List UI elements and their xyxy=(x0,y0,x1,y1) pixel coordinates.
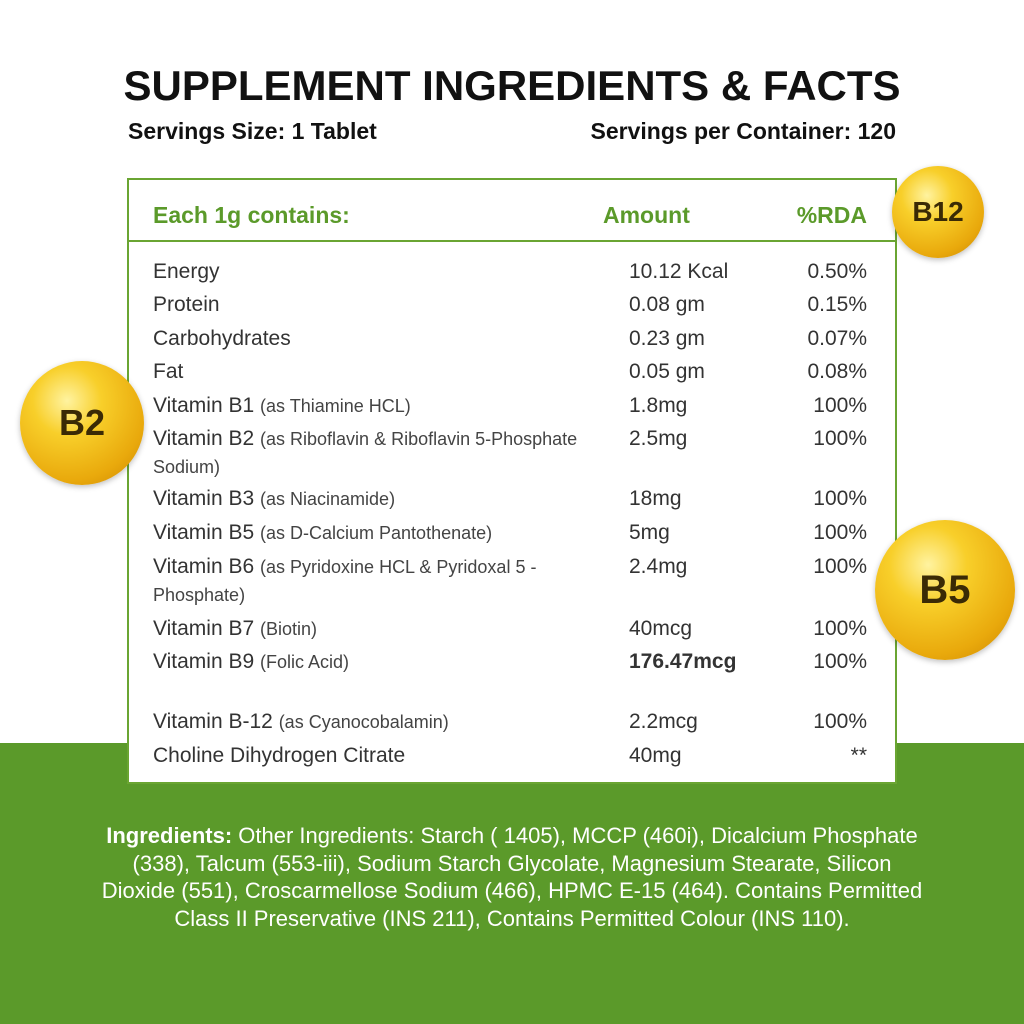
amount: 10.12 Kcal xyxy=(629,260,729,283)
ingredients-text: Other Ingredients: Starch ( 1405), MCCP … xyxy=(101,823,923,931)
rda: 100% xyxy=(813,487,867,510)
ingredient-name: Vitamin B7 (Biotin) xyxy=(153,615,593,643)
rda: 100% xyxy=(813,394,867,417)
ingredient-name: Carbohydrates xyxy=(153,325,593,353)
name: Vitamin B2 xyxy=(153,427,255,450)
ingredient-name: Energy xyxy=(153,258,593,286)
amount: 40mg xyxy=(629,744,682,767)
rda: 0.07% xyxy=(807,327,867,350)
name: Vitamin B1 xyxy=(153,394,255,417)
name: Vitamin B3 xyxy=(153,487,255,510)
servings-per-container: Servings per Container: 120 xyxy=(590,118,897,144)
rda: 100% xyxy=(813,427,867,450)
ingredient-name: Vitamin B-12 (as Cyanocobalamin) xyxy=(153,708,593,736)
column-header: Each 1g contains: xyxy=(153,202,350,228)
name: Vitamin B5 xyxy=(153,521,255,544)
note: (as Riboflavin & Riboflavin 5-Phosphate … xyxy=(153,429,578,477)
vitamin-badge: B2 xyxy=(20,361,144,485)
note: (Biotin) xyxy=(260,619,318,639)
vitamin-badge: B12 xyxy=(892,166,984,258)
note: (as Pyridoxine HCL & Pyridoxal 5 - Phosp… xyxy=(153,557,537,605)
rda: 0.50% xyxy=(807,260,867,283)
amount: 1.8mg xyxy=(629,394,688,417)
amount: 2.4mg xyxy=(629,555,688,578)
servings-size: Servings Size: 1 Tablet xyxy=(128,118,377,144)
name: Protein xyxy=(153,293,220,316)
amount: 0.08 gm xyxy=(629,293,705,316)
name: Carbohydrates xyxy=(153,327,291,350)
name: Fat xyxy=(153,360,184,383)
amount: 2.2mcg xyxy=(629,710,698,733)
name: Energy xyxy=(153,260,220,283)
amount: 0.05 gm xyxy=(629,360,705,383)
note: (as Thiamine HCL) xyxy=(260,396,411,416)
vitamin-badge: B5 xyxy=(875,520,1015,660)
note: (as D-Calcium Pantothenate) xyxy=(260,523,493,543)
rda: 100% xyxy=(813,617,867,640)
amount: 5mg xyxy=(629,521,670,544)
amount: 2.5mg xyxy=(629,427,688,450)
name: Vitamin B-12 xyxy=(153,710,273,733)
name: Choline Dihydrogen Citrate xyxy=(153,744,406,767)
rda: 100% xyxy=(813,521,867,544)
facts-table: Each 1g contains: Amount %RDA Energy 10.1… xyxy=(127,178,897,784)
column-header: %RDA xyxy=(796,202,867,228)
rda: 0.15% xyxy=(807,293,867,316)
column-header: Amount xyxy=(603,202,690,228)
ingredient-name: Choline Dihydrogen Citrate xyxy=(153,742,593,770)
divider xyxy=(129,240,895,242)
ingredient-name: Protein xyxy=(153,291,593,319)
ingredients-label: Ingredients: xyxy=(106,823,233,848)
ingredient-name: Vitamin B2 (as Riboflavin & Riboflavin 5… xyxy=(153,425,593,481)
rda: 100% xyxy=(813,555,867,578)
name: Vitamin B6 xyxy=(153,555,255,578)
ingredient-name: Vitamin B9 (Folic Acid) xyxy=(153,648,593,676)
rda: 100% xyxy=(813,710,867,733)
rda: 0.08% xyxy=(807,360,867,383)
name: Vitamin B9 xyxy=(153,650,255,673)
green-band xyxy=(0,743,1024,1024)
ingredient-name: Vitamin B1 (as Thiamine HCL) xyxy=(153,392,593,420)
amount: 18mg xyxy=(629,487,682,510)
name: Vitamin B7 xyxy=(153,617,255,640)
note: (as Cyanocobalamin) xyxy=(278,712,449,732)
note: (Folic Acid) xyxy=(260,652,350,672)
title: SUPPLEMENT INGREDIENTS & FACTS xyxy=(123,62,901,109)
rda: ** xyxy=(850,744,867,767)
ingredient-name: Vitamin B3 (as Niacinamide) xyxy=(153,485,593,513)
ingredients: Ingredients: Other Ingredients: Starch (… xyxy=(95,822,929,932)
rda: 100% xyxy=(813,650,867,673)
note: (as Niacinamide) xyxy=(260,489,396,509)
ingredient-name: Vitamin B6 (as Pyridoxine HCL & Pyridoxa… xyxy=(153,553,593,609)
amount: 176.47mcg xyxy=(629,650,737,673)
ingredient-name: Vitamin B5 (as D-Calcium Pantothenate) xyxy=(153,519,593,547)
ingredient-name: Fat xyxy=(153,358,593,386)
amount: 40mcg xyxy=(629,617,693,640)
amount: 0.23 gm xyxy=(629,327,705,350)
